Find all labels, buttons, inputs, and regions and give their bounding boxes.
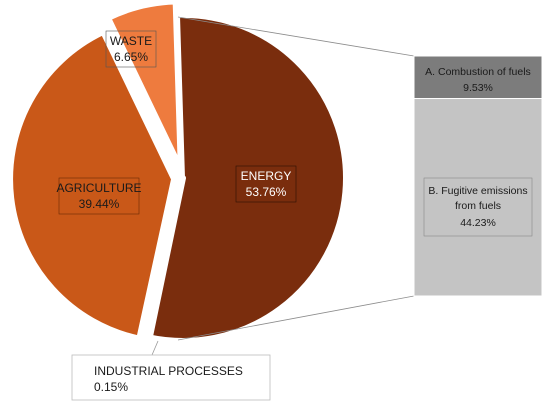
slice-label-industrial: INDUSTRIAL PROCESSES bbox=[94, 364, 243, 378]
bar-label-fugitive-line2: from fuels bbox=[455, 200, 501, 212]
slice-value-energy: 53.76% bbox=[246, 185, 287, 199]
leader-line-industrial bbox=[151, 340, 159, 356]
label-box-energy bbox=[235, 165, 297, 203]
slice-label-waste: WASTE bbox=[110, 34, 152, 48]
label-box-waste bbox=[105, 30, 157, 68]
bar-value-combustion: 9.53% bbox=[463, 82, 493, 94]
slice-label-agriculture: AGRICULTURE bbox=[56, 181, 141, 195]
slice-value-industrial: 0.15% bbox=[94, 380, 128, 394]
bar-segment-fugitive bbox=[413, 98, 543, 297]
slice-agriculture bbox=[9, 31, 176, 340]
bar-segment-combustion bbox=[413, 55, 543, 100]
connector-line-top bbox=[177, 16, 415, 57]
slice-waste bbox=[107, 0, 182, 167]
label-box-fugitive bbox=[423, 177, 533, 237]
label-box-industrial bbox=[71, 354, 271, 401]
bar-value-fugitive: 44.23% bbox=[460, 217, 496, 229]
slice-value-agriculture: 39.44% bbox=[79, 197, 120, 211]
breakdown-bar bbox=[413, 55, 543, 297]
bar-label-combustion: A. Combustion of fuels bbox=[425, 66, 531, 78]
label-box-agriculture bbox=[58, 177, 140, 215]
connector-line-bottom bbox=[177, 295, 415, 341]
slice-value-waste: 6.65% bbox=[114, 50, 148, 64]
pie-slices bbox=[9, 0, 347, 342]
slice-industrial bbox=[145, 175, 186, 340]
bar-label-fugitive-line1: B. Fugitive emissions bbox=[428, 185, 527, 197]
breakdown-connector-lines bbox=[177, 16, 415, 341]
slice-energy bbox=[147, 14, 347, 342]
slice-label-energy: ENERGY bbox=[241, 169, 292, 183]
